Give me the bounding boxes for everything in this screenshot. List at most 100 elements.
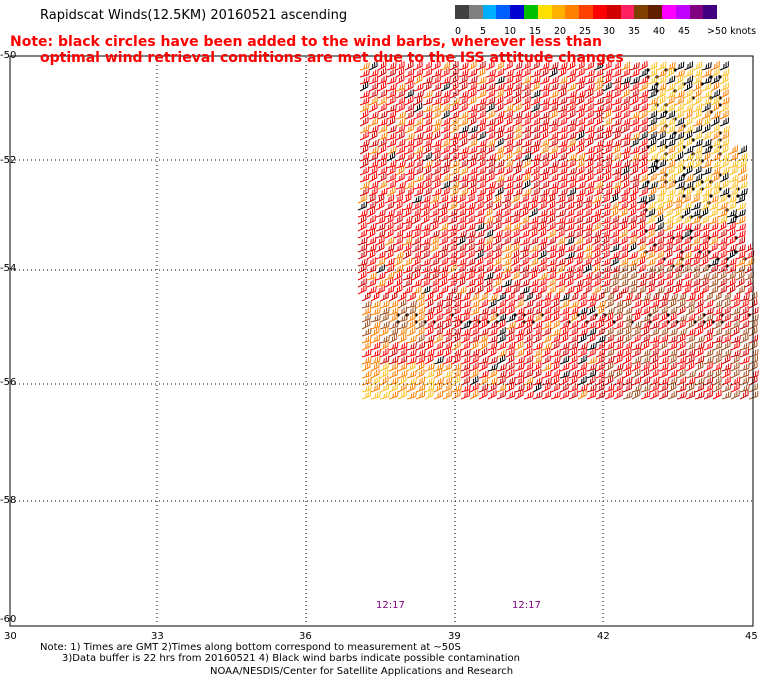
wind-barb (474, 249, 484, 260)
wind-barb (584, 95, 594, 106)
wind-barb (501, 251, 512, 260)
wind-barb (548, 145, 558, 155)
wind-barb (460, 307, 471, 316)
wind-barb (384, 249, 394, 260)
wind-barb (591, 242, 601, 253)
wind-barb (629, 132, 640, 141)
wind-barb (636, 235, 646, 246)
wind-barb (595, 348, 606, 358)
wind-barb (368, 180, 379, 190)
wind-barb (649, 376, 660, 386)
wind-barb (384, 221, 394, 232)
wind-barb (582, 200, 592, 211)
legend-label: 5 (480, 26, 487, 37)
wind-barb (397, 298, 407, 309)
wind-barb (510, 278, 521, 288)
wind-barb (701, 102, 711, 113)
wind-barb (377, 110, 388, 120)
wind-barb (429, 200, 439, 211)
wind-barb (546, 207, 556, 218)
wind-barb (433, 341, 444, 351)
wind-barb (424, 334, 435, 344)
wind-barb (694, 355, 705, 365)
wind-barb (582, 229, 592, 239)
wind-barb (586, 313, 597, 323)
wind-barb (519, 237, 530, 246)
wind-barb (415, 390, 426, 400)
wind-barb (469, 314, 480, 323)
wind-barb (469, 361, 479, 372)
wind-barb (647, 186, 657, 197)
wind-barb (629, 124, 640, 134)
wind-barb (595, 300, 606, 309)
wind-barb (440, 173, 451, 183)
legend-swatch (482, 5, 497, 19)
wind-barb (413, 174, 424, 183)
wind-barb (530, 75, 541, 85)
wind-barb (368, 117, 379, 127)
wind-barb (456, 243, 466, 253)
wind-barb (395, 83, 406, 92)
wind-barb (665, 145, 676, 155)
wind-barb (420, 278, 430, 288)
wind-barb (379, 313, 389, 323)
wind-barb (591, 214, 601, 225)
wind-barb (559, 382, 569, 393)
wind-barb (694, 326, 704, 337)
wind-barb (530, 89, 541, 99)
wind-barb (429, 257, 440, 267)
wind-barb (546, 271, 557, 281)
wind-barb (395, 67, 405, 78)
wind-barb (550, 349, 561, 358)
wind-barb (694, 370, 705, 379)
wind-barb (359, 152, 370, 162)
wind-barb (395, 181, 406, 190)
wind-barb (539, 89, 550, 99)
wind-barb (548, 103, 558, 113)
wind-barb (604, 369, 615, 379)
wind-barb (510, 236, 521, 246)
wind-barb (703, 313, 714, 323)
wind-barb (406, 292, 416, 302)
wind-barb (530, 158, 540, 169)
wind-barb (487, 312, 497, 323)
wind-barb (584, 83, 595, 92)
wind-barb (710, 138, 721, 148)
wind-barb (523, 333, 533, 344)
wind-barb (708, 264, 718, 274)
wind-barb (559, 306, 570, 316)
wind-barb (476, 187, 487, 197)
wind-barb (685, 348, 696, 358)
wind-barb (595, 319, 605, 330)
wind-barb (406, 306, 416, 316)
wind-barb (521, 60, 531, 71)
wind-barb (370, 355, 381, 365)
wind-barb (737, 145, 747, 155)
wind-barb (386, 76, 397, 85)
wind-barb (631, 376, 642, 386)
wind-barb (600, 279, 611, 288)
wind-barb (602, 144, 612, 155)
wind-barb (388, 362, 398, 372)
wind-barb (591, 263, 601, 274)
wind-barb (413, 90, 424, 99)
wind-barb (359, 96, 370, 106)
wind-barb (474, 222, 485, 232)
wind-barb (512, 181, 523, 190)
wind-barb (397, 362, 408, 372)
wind-barb (485, 82, 496, 92)
wind-barb (566, 174, 577, 183)
wind-barb (501, 208, 511, 218)
wind-barb (424, 340, 434, 351)
wind-barb (361, 348, 372, 358)
wind-barb (548, 173, 559, 183)
wind-barb (397, 306, 407, 316)
wind-barb (708, 201, 719, 211)
wind-barb (404, 95, 414, 106)
footer-note-1: Note: 1) Times are GMT 2)Times along bot… (40, 642, 461, 653)
wind-barb (674, 174, 685, 183)
wind-barb (539, 166, 550, 176)
wind-barb (487, 298, 497, 309)
wind-barb (368, 172, 378, 183)
wind-barb (604, 307, 615, 316)
